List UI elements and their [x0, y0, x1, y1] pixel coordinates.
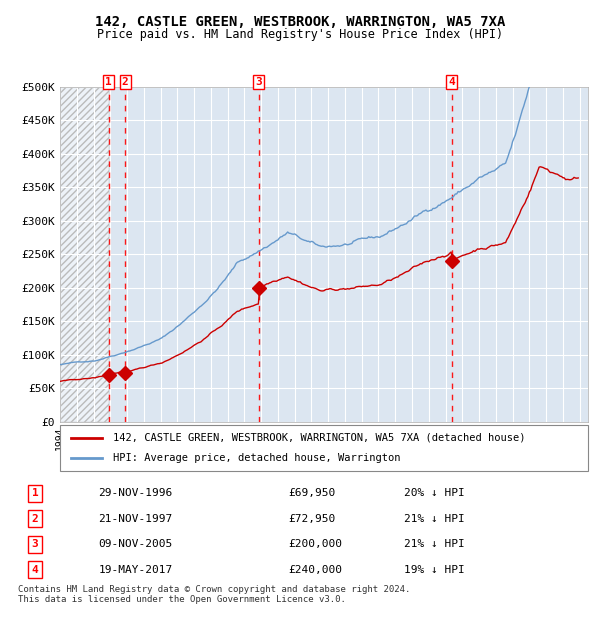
Text: HPI: Average price, detached house, Warrington: HPI: Average price, detached house, Warr…: [113, 453, 400, 463]
Text: 4: 4: [449, 77, 455, 87]
Bar: [259, 87, 452, 422]
Text: 19% ↓ HPI: 19% ↓ HPI: [404, 565, 464, 575]
Text: 21-NOV-1997: 21-NOV-1997: [98, 514, 173, 524]
Text: 4: 4: [32, 565, 38, 575]
Text: 20% ↓ HPI: 20% ↓ HPI: [404, 488, 464, 498]
FancyBboxPatch shape: [60, 425, 588, 471]
Text: 3: 3: [256, 77, 262, 87]
Text: £240,000: £240,000: [289, 565, 343, 575]
Text: 1: 1: [32, 488, 38, 498]
Text: 21% ↓ HPI: 21% ↓ HPI: [404, 514, 464, 524]
Text: 142, CASTLE GREEN, WESTBROOK, WARRINGTON, WA5 7XA (detached house): 142, CASTLE GREEN, WESTBROOK, WARRINGTON…: [113, 433, 526, 443]
Bar: [125, 87, 259, 422]
Text: 29-NOV-1996: 29-NOV-1996: [98, 488, 173, 498]
Text: Contains HM Land Registry data © Crown copyright and database right 2024.
This d: Contains HM Land Registry data © Crown c…: [18, 585, 410, 604]
Text: 2: 2: [122, 77, 128, 87]
Text: 09-NOV-2005: 09-NOV-2005: [98, 539, 173, 549]
Text: 1: 1: [106, 77, 112, 87]
Text: 19-MAY-2017: 19-MAY-2017: [98, 565, 173, 575]
Bar: [60, 87, 109, 422]
Bar: [60, 87, 109, 422]
Text: £72,950: £72,950: [289, 514, 336, 524]
Text: 3: 3: [32, 539, 38, 549]
Text: 142, CASTLE GREEN, WESTBROOK, WARRINGTON, WA5 7XA: 142, CASTLE GREEN, WESTBROOK, WARRINGTON…: [95, 16, 505, 30]
Text: Price paid vs. HM Land Registry's House Price Index (HPI): Price paid vs. HM Land Registry's House …: [97, 28, 503, 41]
Text: 21% ↓ HPI: 21% ↓ HPI: [404, 539, 464, 549]
Bar: [109, 87, 125, 422]
Text: 2: 2: [32, 514, 38, 524]
Text: £69,950: £69,950: [289, 488, 336, 498]
Text: £200,000: £200,000: [289, 539, 343, 549]
